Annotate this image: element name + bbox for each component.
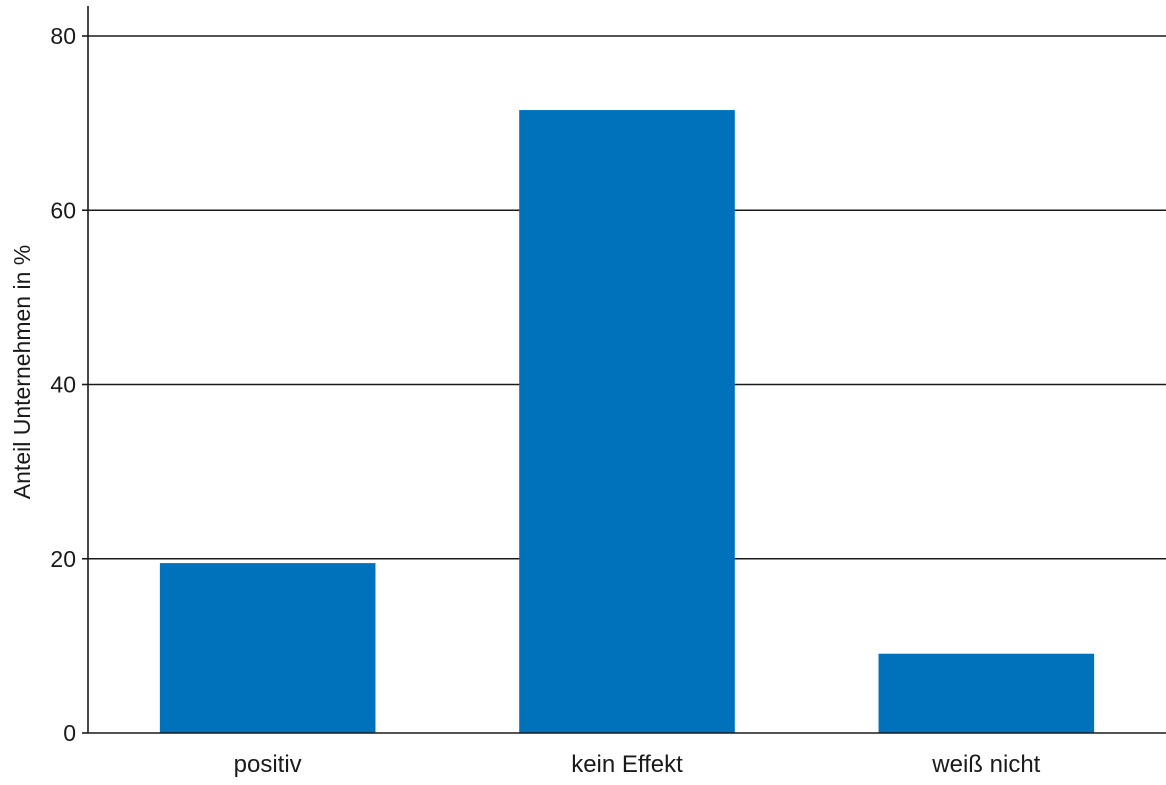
y-tick-label-60: 60 (50, 197, 76, 223)
bar-0 (159, 563, 376, 733)
y-tick-label-80: 80 (50, 23, 76, 49)
labels: 0 20 40 60 80 positiv kein Effekt weiß nicht (50, 23, 1040, 778)
bars (159, 110, 1095, 733)
y-tick-label-40: 40 (50, 372, 76, 398)
bar-1 (519, 110, 735, 733)
y-axis-title: Anteil Unternehmen in % (9, 245, 35, 499)
x-tick-label-2: weiß nicht (931, 751, 1040, 778)
y-tick-label-0: 0 (63, 720, 76, 746)
bar-2 (878, 653, 1095, 733)
y-tick-label-20: 20 (50, 546, 76, 572)
x-tick-label-0: positiv (234, 751, 302, 778)
x-tick-label-1: kein Effekt (571, 751, 683, 778)
axes (82, 6, 1166, 734)
